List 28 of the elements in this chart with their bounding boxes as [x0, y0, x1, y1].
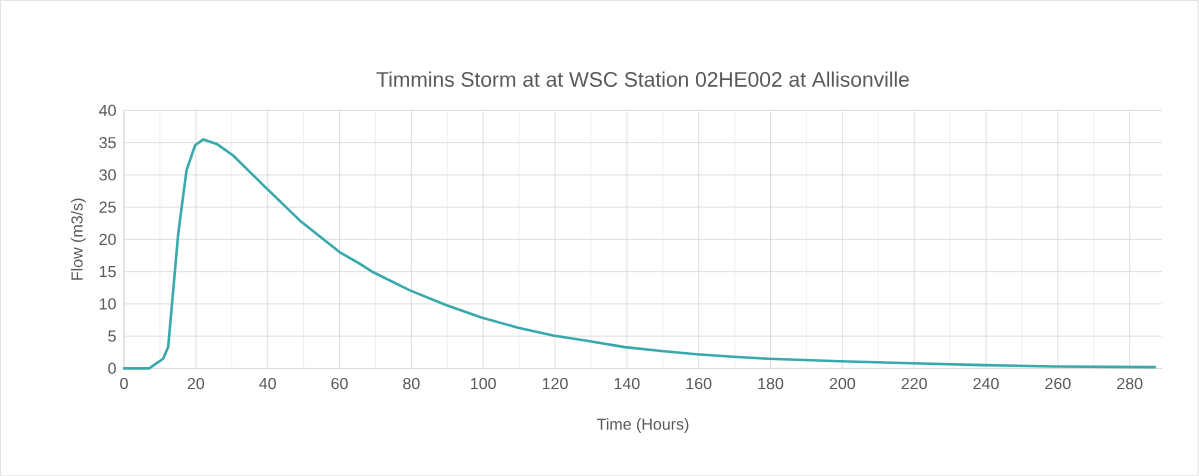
line-series [122, 137, 1157, 370]
x-tick-label: 280 [1117, 377, 1143, 390]
x-tick-label: 80 [403, 377, 420, 390]
y-tick-label: 35 [99, 136, 116, 149]
x-tick-label: 260 [1045, 377, 1071, 390]
y-tick-label: 30 [99, 169, 116, 181]
x-tick-label: 120 [542, 377, 568, 390]
x-tick-label: 240 [973, 377, 999, 390]
x-tick-label: 60 [331, 377, 348, 390]
y-tick-label: 20 [99, 233, 116, 245]
x-axis-title: Time (Hours) [597, 417, 689, 433]
x-tick-label: 220 [901, 377, 927, 390]
x-tick-label: 180 [758, 377, 784, 390]
x-tick-label: 20 [187, 377, 205, 390]
y-tick-label: 25 [99, 201, 116, 213]
chart-title: Timmins Storm at at WSC Station 02HE002 at Allisonville [376, 71, 909, 87]
y-tick-label: 10 [99, 298, 116, 310]
x-tick-label: 0 [120, 377, 128, 390]
x-tick-label: 140 [614, 377, 640, 390]
x-tick-label: 40 [259, 377, 276, 390]
y-tick-label: 0 [108, 362, 116, 374]
y-tick-label: 5 [108, 330, 116, 342]
y-axis-title: Flow (m3/s) [70, 198, 86, 280]
x-tick-label: 160 [686, 377, 712, 390]
x-tick-label: 200 [829, 377, 856, 390]
x-tick-label: 100 [471, 377, 496, 390]
y-tick-label: 15 [99, 265, 116, 278]
y-tick-label: 40 [99, 104, 116, 116]
